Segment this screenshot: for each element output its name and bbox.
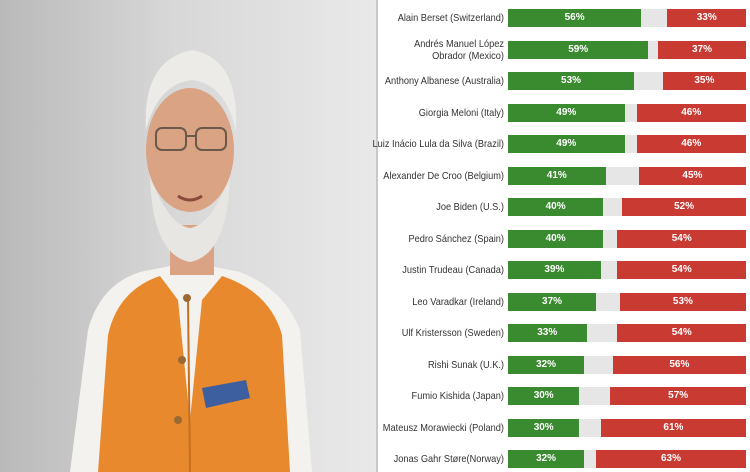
row-label: Pedro Sánchez (Spain) <box>408 232 504 245</box>
row-label: Fumio Kishida (Japan) <box>411 390 504 402</box>
value-label: 35% <box>694 75 715 86</box>
neutral-segment <box>603 198 623 216</box>
neutral-segment <box>579 387 611 405</box>
disapprove-segment <box>657 40 746 59</box>
row-label: Anthony Albanese (Australia) <box>384 75 504 87</box>
approve-segment <box>508 103 625 122</box>
row-label: Ulf Kristersson (Sweden) <box>401 327 504 339</box>
disapprove-segment <box>662 72 746 90</box>
row-label: Leo Varadkar (Ireland) <box>412 295 504 308</box>
neutral-segment <box>596 292 620 311</box>
neutral-segment <box>634 72 663 90</box>
row-label: Luiz Inácio Lula da Silva (Brazil) <box>372 138 504 150</box>
value-label: 46% <box>681 106 702 118</box>
value-label: 53% <box>672 295 693 307</box>
neutral-segment <box>603 229 618 248</box>
approve-segment <box>508 261 601 279</box>
approve-segment <box>508 418 580 437</box>
value-label: 54% <box>671 327 692 338</box>
leader-photo <box>0 0 376 472</box>
approve-segment <box>508 135 625 153</box>
approve-segment <box>508 72 635 90</box>
disapprove-segment <box>636 103 746 122</box>
approve-segment <box>508 324 587 342</box>
value-label: 54% <box>671 232 692 244</box>
approve-segment <box>508 40 649 59</box>
neutral-segment <box>586 324 618 342</box>
value-label: 53% <box>561 75 582 86</box>
approve-segment <box>508 355 585 374</box>
approve-segment <box>508 198 604 216</box>
value-label: 46% <box>681 138 702 149</box>
approval-chart: Alain Berset (Switzerland) 56% 33% Andrés M… <box>373 0 750 472</box>
neutral-segment <box>584 355 613 374</box>
disapprove-segment <box>617 324 746 342</box>
disapprove-segment <box>612 355 746 374</box>
row-label: Andrés Manuel López Obrador (Mexico) <box>414 37 504 62</box>
value-label: 39% <box>544 264 565 275</box>
disapprove-segment <box>622 198 746 216</box>
approve-segment <box>508 387 580 405</box>
approve-segment <box>508 166 606 185</box>
disapprove-segment <box>636 135 746 153</box>
neutral-segment <box>579 418 601 437</box>
disapprove-segment <box>667 9 746 27</box>
row-label: Rishi Sunak (U.K.) <box>428 358 504 371</box>
neutral-segment <box>584 450 597 468</box>
row-label: Alain Berset (Switzerland) <box>397 12 504 24</box>
value-label: 32% <box>536 358 557 370</box>
disapprove-segment <box>610 387 746 405</box>
row-label: Justin Trudeau (Canada) <box>402 264 504 276</box>
disapprove-segment <box>600 418 746 437</box>
row-label: Joe Biden (U.S.) <box>436 201 504 213</box>
approve-segment <box>508 450 585 468</box>
value-label: 49% <box>556 138 577 149</box>
row-label: Giorgia Meloni (Italy) <box>418 106 504 119</box>
value-label: 57% <box>668 390 689 401</box>
portrait-illustration <box>70 50 312 472</box>
value-label: 41% <box>546 169 567 181</box>
row-label: Mateusz Morawiecki (Poland) <box>382 421 504 434</box>
value-label: 54% <box>671 264 692 275</box>
value-label: 33% <box>537 327 558 338</box>
value-label: 33% <box>696 12 717 23</box>
value-label: 63% <box>661 453 682 464</box>
disapprove-segment <box>638 166 746 185</box>
value-label: 30% <box>533 421 554 433</box>
neutral-segment <box>605 166 639 185</box>
value-label: 56% <box>564 12 585 23</box>
value-label: 59% <box>568 43 589 55</box>
value-label: 40% <box>545 201 566 212</box>
approve-segment <box>508 292 597 311</box>
value-label: 32% <box>536 453 557 464</box>
panel-divider <box>376 0 378 472</box>
approve-segment <box>508 9 642 27</box>
approve-segment <box>508 229 604 248</box>
disapprove-segment <box>596 450 746 468</box>
row-label: Jonas Gahr Støre(Norway) <box>393 453 504 465</box>
value-label: 37% <box>542 295 563 307</box>
neutral-segment <box>624 103 637 122</box>
value-label: 37% <box>691 43 712 55</box>
value-label: 40% <box>545 232 566 244</box>
value-label: 30% <box>533 390 554 401</box>
neutral-segment <box>648 40 658 59</box>
disapprove-segment <box>617 229 746 248</box>
value-label: 45% <box>682 169 703 181</box>
disapprove-segment <box>617 261 746 279</box>
value-label: 52% <box>674 201 695 212</box>
value-label: 56% <box>669 358 690 370</box>
row-label: Alexander De Croo (Belgium) <box>383 169 504 182</box>
neutral-segment <box>600 261 618 279</box>
value-label: 49% <box>556 106 577 118</box>
neutral-segment <box>624 135 637 153</box>
neutral-segment <box>641 9 668 27</box>
value-label: 61% <box>663 421 684 433</box>
disapprove-segment <box>619 292 746 311</box>
